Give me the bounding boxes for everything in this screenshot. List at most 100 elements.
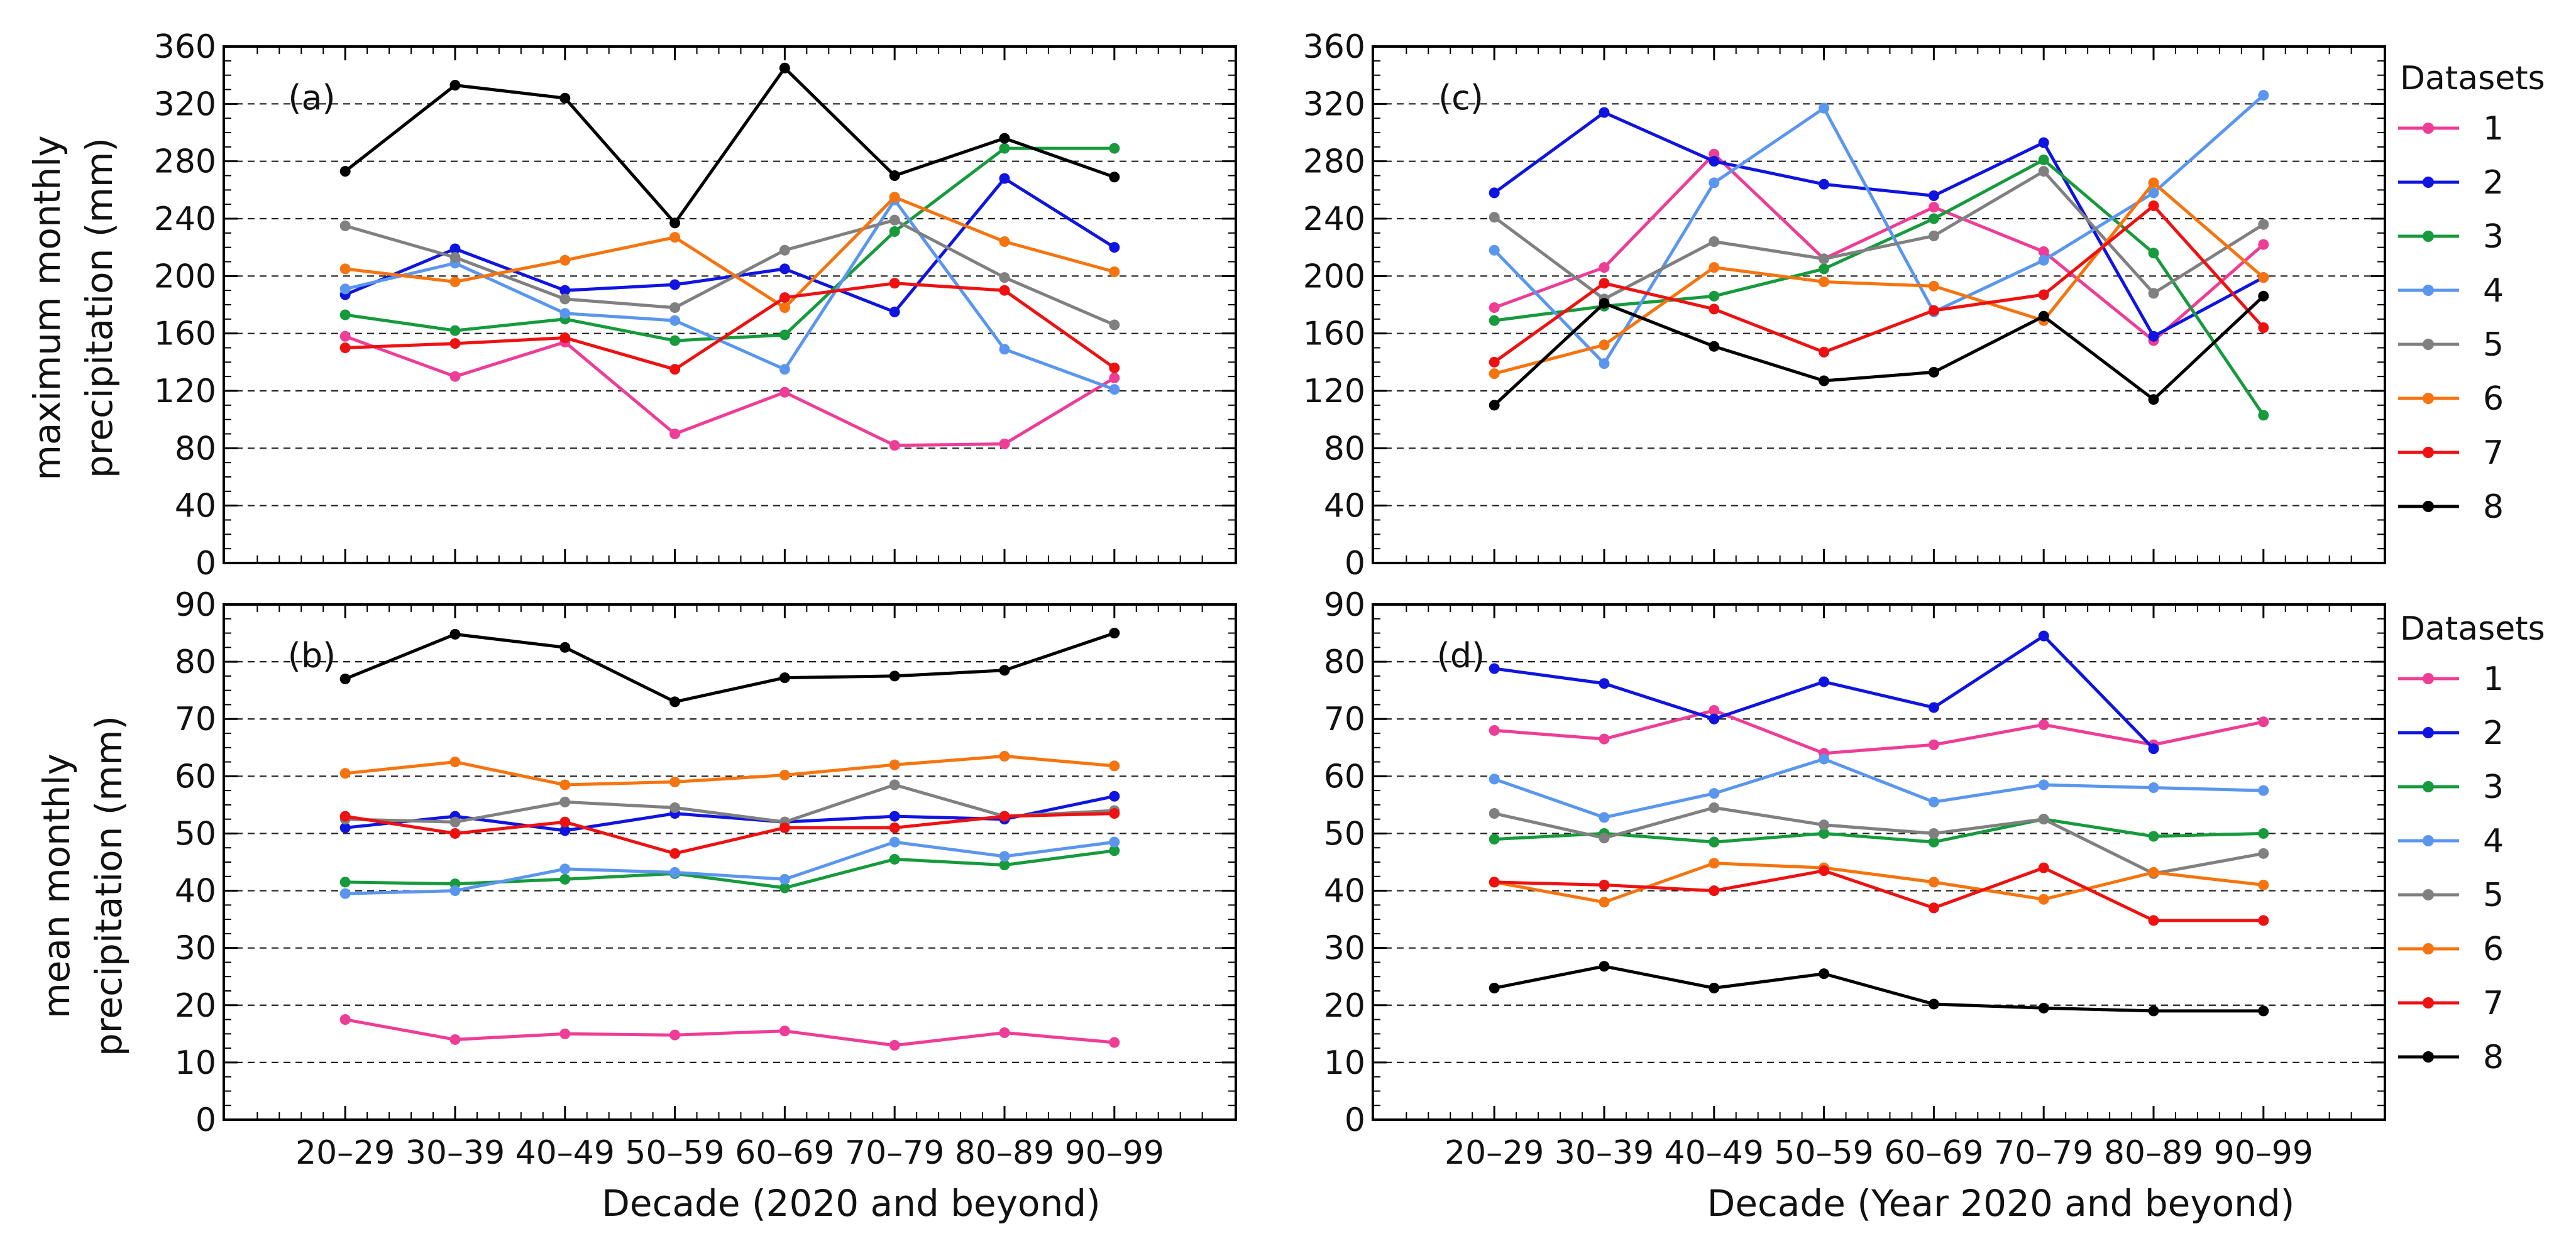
data-point-7 <box>1109 808 1120 819</box>
data-point-5 <box>999 272 1010 283</box>
data-point-3 <box>2258 828 2269 839</box>
plot-frame <box>223 45 1237 564</box>
data-point-1 <box>559 1028 571 1039</box>
y-tick-label: 50 <box>1324 815 1365 853</box>
data-point-3 <box>999 143 1010 154</box>
data-point-5 <box>1489 808 1500 819</box>
series-line-7 <box>345 282 1116 371</box>
data-point-5 <box>1709 236 1720 248</box>
data-point-2 <box>2148 331 2159 342</box>
series-line-6 <box>1494 861 2264 904</box>
y-tick-label: 200 <box>1303 258 1365 295</box>
data-point-4 <box>1819 102 1830 114</box>
data-point-6 <box>2258 879 2269 890</box>
data-point-3 <box>1109 845 1120 856</box>
data-point-8 <box>1489 982 1500 993</box>
legend-marker-4 <box>2423 285 2434 296</box>
series-line-4 <box>344 198 1115 391</box>
data-point-4 <box>559 863 571 875</box>
data-point-1 <box>779 1025 790 1037</box>
data-point-6 <box>1109 760 1120 772</box>
data-point-6 <box>1109 266 1120 277</box>
series-line-8 <box>344 66 1115 225</box>
y-tick-label: 80 <box>175 430 216 467</box>
legend-marker-5 <box>2423 339 2434 350</box>
legend-label-4: 4 <box>2483 272 2504 310</box>
data-point-2 <box>339 822 351 833</box>
x-tick-label: 70–79 <box>845 1134 944 1172</box>
data-point-8 <box>999 133 1010 144</box>
legend-marker-4 <box>2423 835 2434 846</box>
data-point-6 <box>2148 867 2159 878</box>
data-point-5 <box>2258 848 2269 859</box>
series-line-3 <box>1494 817 2264 844</box>
series-line-1 <box>1494 709 2264 755</box>
x-tick-label: 60–69 <box>735 1134 834 1172</box>
data-point-4 <box>779 364 790 375</box>
legend-marker-7 <box>2423 447 2434 458</box>
data-point-4 <box>999 851 1010 862</box>
data-point-6 <box>889 759 900 770</box>
data-point-6 <box>779 770 790 781</box>
data-point-4 <box>1599 358 1610 369</box>
data-point-8 <box>1928 366 1939 378</box>
data-point-1 <box>1489 724 1500 736</box>
data-point-8 <box>449 80 461 91</box>
series-line-4 <box>1494 757 2264 819</box>
data-point-8 <box>2038 1002 2049 1014</box>
data-point-3 <box>779 882 790 894</box>
series-line-7 <box>344 812 1115 855</box>
y-tick-label: 90 <box>1324 586 1365 624</box>
series-line-5 <box>344 218 1115 327</box>
legend-marker-6 <box>2423 943 2434 954</box>
data-point-7 <box>449 828 461 839</box>
data-point-8 <box>1109 628 1120 639</box>
legend-marker-8 <box>2423 501 2434 512</box>
data-point-8 <box>449 628 461 640</box>
series-line-2 <box>344 177 1116 314</box>
series-line-4 <box>1493 94 2265 366</box>
legend-label-7: 7 <box>2483 985 2504 1022</box>
legend-marker-6 <box>2423 393 2434 404</box>
data-point-1 <box>2038 719 2049 730</box>
data-point-4 <box>1928 796 1939 807</box>
data-point-3 <box>999 860 1010 871</box>
legend-label-1: 1 <box>2483 110 2504 148</box>
x-tick-label: 30–39 <box>405 1134 505 1172</box>
data-point-8 <box>2038 310 2049 322</box>
data-point-8 <box>1709 982 1720 993</box>
y-tick-label: 80 <box>1324 430 1365 467</box>
data-point-1 <box>449 371 461 382</box>
legend-label-7: 7 <box>2483 434 2504 472</box>
y-tick-label: 40 <box>1324 488 1365 525</box>
data-point-2 <box>559 825 571 836</box>
legend-label-5: 5 <box>2483 326 2504 364</box>
data-point-5 <box>2038 814 2049 825</box>
plot-frame <box>223 603 1237 1121</box>
data-point-4 <box>1709 177 1720 189</box>
y-tick-label: 360 <box>1303 28 1365 66</box>
data-point-7 <box>779 822 790 833</box>
x-tick-label: 50–59 <box>625 1134 724 1172</box>
data-point-5 <box>889 779 900 790</box>
data-point-4 <box>2258 90 2269 101</box>
data-point-3 <box>339 309 351 320</box>
y-tick-label: 280 <box>154 143 216 181</box>
panel-c: 0 40 80 120 160 200 240 280 320 360 (c) <box>1303 28 2386 582</box>
data-point-7 <box>2038 289 2049 300</box>
y-tick-label: 40 <box>175 873 216 910</box>
y-tick-label: 280 <box>1303 143 1365 181</box>
legend-label-1: 1 <box>2483 660 2504 698</box>
data-point-5 <box>559 293 571 305</box>
series-line-3 <box>345 849 1115 890</box>
data-point-8 <box>2148 1005 2159 1017</box>
data-point-2 <box>1599 107 1610 118</box>
data-point-6 <box>999 236 1010 248</box>
panel-label: (a) <box>288 78 335 118</box>
y-tick-label: 40 <box>175 488 216 525</box>
data-point-6 <box>449 757 461 768</box>
series-line-3 <box>344 146 1115 342</box>
data-point-4 <box>2038 254 2049 266</box>
data-point-3 <box>1819 828 1830 839</box>
data-point-4 <box>1109 836 1120 848</box>
